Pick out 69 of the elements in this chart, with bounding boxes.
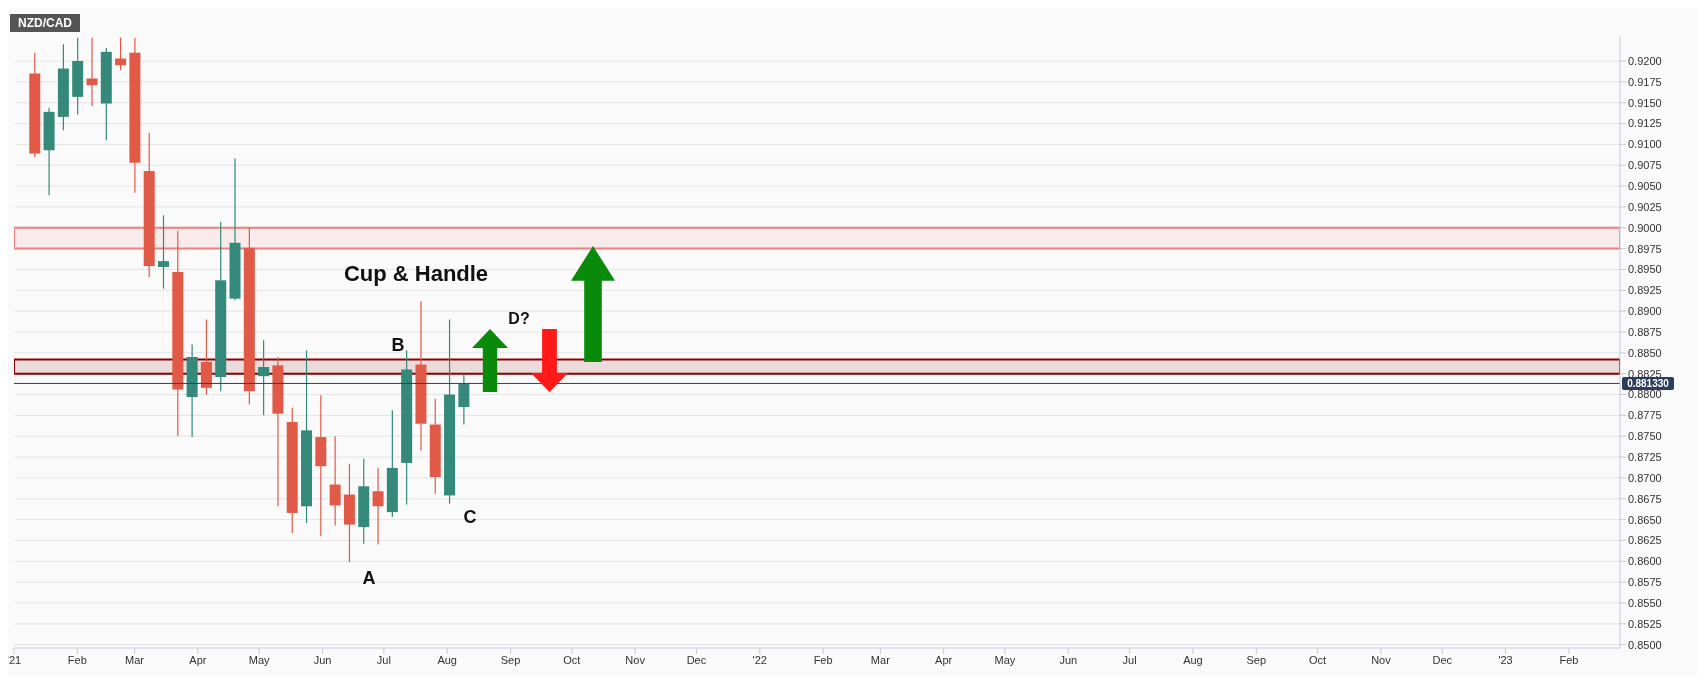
y-tick-label: 0.8975	[1628, 242, 1662, 255]
x-tick-label: Mar	[870, 653, 891, 666]
candlestick	[329, 435, 341, 527]
y-tick-label: 0.9075	[1628, 159, 1662, 172]
y-tick-label: 0.8700	[1628, 471, 1662, 484]
x-tick-label: Jun	[313, 653, 332, 666]
y-tick-label: 0.8875	[1628, 325, 1662, 338]
y-tick-label: 0.9175	[1628, 75, 1662, 88]
y-tick-label: 0.8925	[1628, 284, 1662, 297]
x-tick-label: Nov	[625, 653, 646, 666]
x-tick-label: '21	[6, 653, 22, 666]
y-tick-label: 0.9025	[1628, 200, 1662, 213]
x-tick-label: Jun	[1059, 653, 1078, 666]
candlestick	[458, 373, 470, 426]
x-tick-label: May	[248, 653, 271, 666]
x-tick-label: Sep	[1246, 653, 1267, 666]
y-tick-label: 0.9000	[1628, 221, 1662, 234]
x-tick-label: Apr	[935, 653, 953, 666]
x-tick-label: Apr	[189, 653, 207, 666]
x-tick-label: Jul	[1122, 653, 1137, 666]
y-tick-label: 0.8500	[1628, 638, 1662, 651]
x-tick-label: Sep	[500, 653, 521, 666]
y-tick-label: 0.8900	[1628, 305, 1662, 318]
y-tick-label: 0.9150	[1628, 96, 1662, 109]
x-tick-label: '23	[1498, 653, 1513, 666]
x-tick-label: Dec	[1432, 653, 1453, 666]
y-tick-label: 0.9125	[1628, 117, 1662, 130]
x-tick-label: Jul	[376, 653, 391, 666]
candlestick	[258, 339, 270, 416]
y-tick-label: 0.8550	[1628, 596, 1662, 609]
ref-line-label: 0.881330	[1627, 377, 1670, 389]
y-tick-label: 0.8600	[1628, 555, 1662, 568]
chart-title: NZD/CAD	[10, 14, 80, 32]
y-tick-label: 0.9050	[1628, 179, 1662, 192]
y-tick-label: 0.8800	[1628, 388, 1662, 401]
annotation: D?	[508, 310, 530, 328]
y-tick-label: 0.8675	[1628, 492, 1662, 505]
x-tick-label: Feb	[1559, 653, 1579, 666]
annotation: A	[362, 567, 376, 589]
annotation: B	[391, 334, 405, 356]
y-tick-label: 0.8750	[1628, 430, 1662, 443]
x-tick-label: Nov	[1371, 653, 1392, 666]
x-tick-label: Feb	[67, 653, 87, 666]
x-tick-label: Aug	[1183, 653, 1203, 666]
candlestick	[372, 467, 384, 546]
y-tick-label: 0.8650	[1628, 513, 1662, 526]
x-tick-label: May	[994, 653, 1016, 666]
y-tick-label: 0.9100	[1628, 138, 1662, 151]
y-tick-label: 0.9200	[1628, 54, 1662, 67]
x-tick-label: Dec	[686, 653, 707, 666]
x-tick-label: Feb	[813, 653, 833, 666]
y-tick-label: 0.8850	[1628, 346, 1662, 359]
x-tick-label: '22	[752, 653, 767, 666]
y-tick-label: 0.8525	[1628, 617, 1662, 630]
annotation: Cup & Handle	[343, 261, 489, 287]
y-tick-label: 0.8825	[1628, 367, 1662, 380]
candlestick	[158, 214, 170, 290]
y-tick-label: 0.8575	[1628, 576, 1662, 589]
candlestick	[115, 37, 127, 71]
x-tick-label: Mar	[125, 653, 145, 666]
y-tick-label: 0.8625	[1628, 534, 1662, 547]
y-tick-label: 0.8725	[1628, 450, 1662, 463]
annotation: C	[463, 506, 477, 528]
x-tick-label: Oct	[1309, 653, 1327, 666]
y-tick-label: 0.8950	[1628, 263, 1662, 276]
candlestick	[86, 37, 98, 107]
x-tick-label: Aug	[437, 653, 457, 666]
x-tick-label: Oct	[563, 653, 581, 666]
y-tick-label: 0.8775	[1628, 409, 1662, 422]
